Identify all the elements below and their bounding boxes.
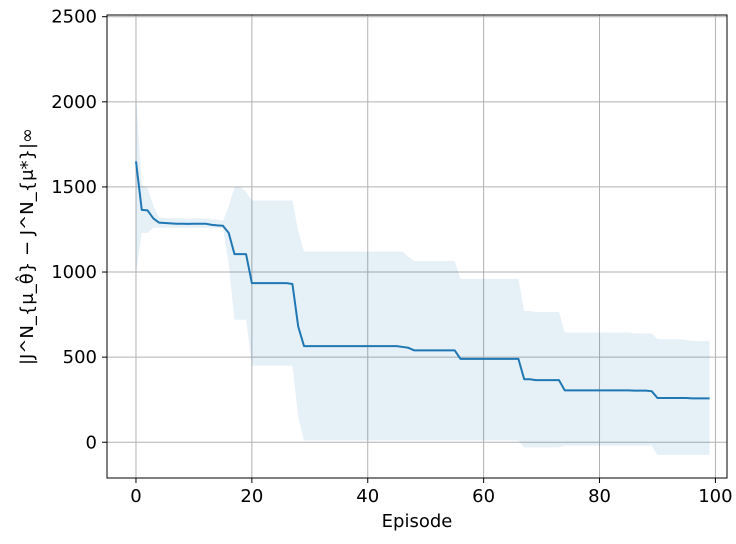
y-tick-label: 1000 xyxy=(51,262,97,283)
y-tick-label: 2000 xyxy=(51,92,97,113)
confidence-band xyxy=(135,96,710,456)
y-axis-label: |J^N_{μ_θ̂} − J^N_{μ*}|∞ xyxy=(15,128,38,365)
std-band xyxy=(135,96,710,456)
y-tick-label: 1500 xyxy=(51,177,97,198)
grid xyxy=(107,15,727,478)
x-tick-label: 20 xyxy=(240,486,263,507)
x-axis-label: Episode xyxy=(382,511,453,532)
mean-line xyxy=(134,161,710,400)
y-tick-label: 2500 xyxy=(51,7,97,28)
plot-frame xyxy=(106,14,728,479)
series-line xyxy=(134,161,710,400)
y-tick-label: 500 xyxy=(63,347,97,368)
x-tick-label: 60 xyxy=(472,486,495,507)
x-tick-label: 0 xyxy=(130,486,141,507)
x-tick-label: 100 xyxy=(698,486,732,507)
x-tick-label: 80 xyxy=(588,486,611,507)
y-tick-label: 0 xyxy=(86,432,97,453)
x-tick-label: 40 xyxy=(356,486,379,507)
